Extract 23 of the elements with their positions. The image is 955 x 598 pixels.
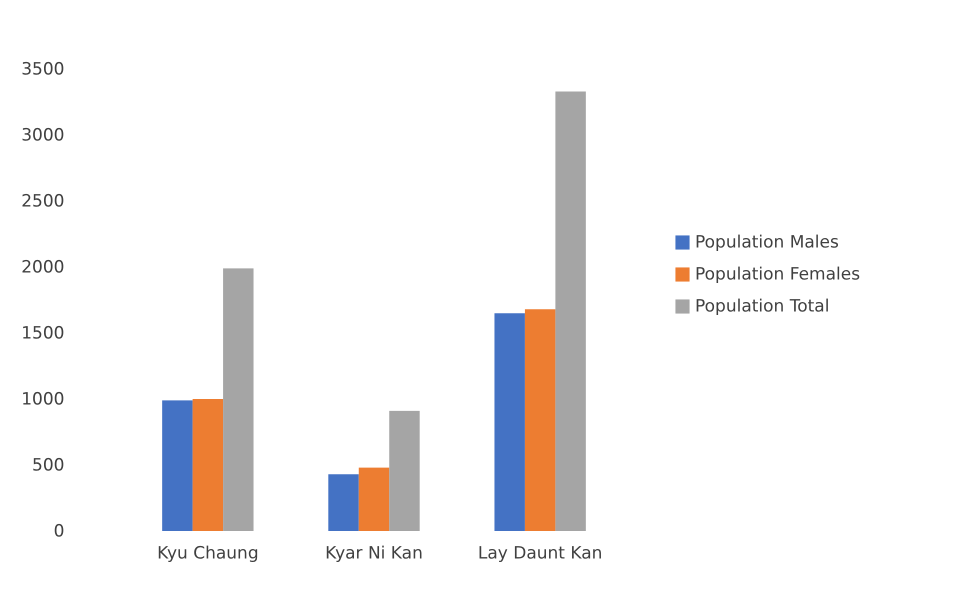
x-tick-label: Kyu Chaung: [157, 544, 259, 564]
bar: [223, 268, 254, 531]
legend-label: Population Males: [695, 232, 839, 252]
bar: [162, 400, 193, 531]
legend-label: Population Females: [695, 264, 860, 284]
bar: [192, 399, 224, 531]
y-tick-label: 1000: [21, 390, 64, 410]
bar: [555, 91, 586, 531]
bar: [358, 468, 390, 531]
y-tick-label: 2500: [21, 192, 64, 212]
bar: [389, 410, 420, 531]
y-tick-label: 3000: [21, 126, 64, 146]
bar: [328, 474, 359, 531]
y-tick-label: 3500: [21, 60, 64, 80]
bar: [494, 313, 525, 531]
y-tick-label: 500: [32, 456, 64, 476]
y-tick-label: 1500: [21, 324, 64, 344]
x-tick-label: Lay Daunt Kan: [478, 544, 602, 564]
y-tick-label: 2000: [21, 258, 64, 278]
legend-label: Population Total: [695, 296, 830, 316]
y-tick-label: 0: [54, 522, 64, 542]
x-tick-label: Kyar Ni Kan: [325, 544, 423, 564]
bar: [524, 309, 556, 531]
